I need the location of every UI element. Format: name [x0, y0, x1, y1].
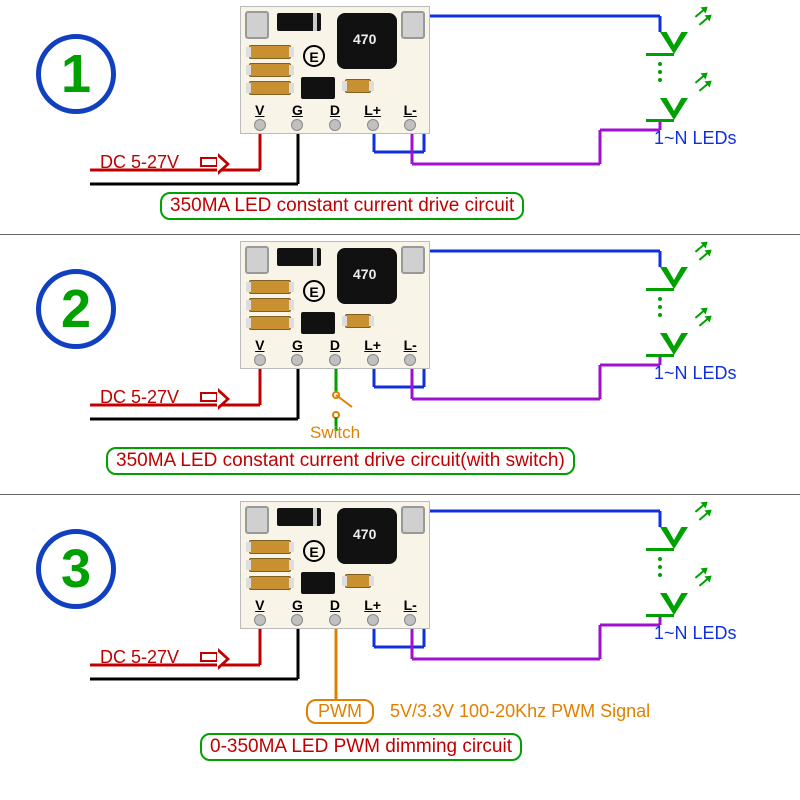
pwm-signal-label: 5V/3.3V 100-20Khz PWM Signal [390, 701, 650, 722]
led-series-dots [658, 557, 662, 581]
pin-label: G [292, 102, 303, 118]
pcb-module: 470 E V G D L+ L- [240, 6, 430, 134]
pcb-pin: V [254, 354, 266, 366]
dc-arrow-icon [200, 392, 218, 402]
pcb-pin: G [291, 354, 303, 366]
leds-count-label: 1~N LEDs [654, 128, 737, 149]
panel-caption: 0-350MA LED PWM dimming circuit [200, 733, 522, 761]
dc-input-label: DC 5-27V [100, 387, 179, 408]
led-series-dots [658, 62, 662, 86]
pcb-pin: L- [404, 119, 416, 131]
dc-arrow-icon [200, 652, 218, 662]
leds-count-label: 1~N LEDs [654, 363, 737, 384]
pcb-pin: G [291, 119, 303, 131]
pin-label: V [255, 597, 264, 613]
led-series-dots [658, 297, 662, 321]
inductor-marking: 470 [353, 526, 376, 542]
e-mark: E [303, 540, 325, 562]
inductor-marking: 470 [353, 266, 376, 282]
led-symbol [660, 267, 688, 289]
pcb-module: 470 E V G D L+ L- [240, 501, 430, 629]
e-mark: E [303, 45, 325, 67]
led-symbol [660, 527, 688, 549]
leds-count-label: 1~N LEDs [654, 623, 737, 644]
pin-label: D [330, 102, 340, 118]
pin-label: G [292, 337, 303, 353]
pin-label: V [255, 337, 264, 353]
pcb-pin: L- [404, 354, 416, 366]
pin-label: G [292, 597, 303, 613]
pin-label: L- [404, 102, 417, 118]
led-symbol [660, 98, 688, 120]
pin-label: V [255, 102, 264, 118]
pcb-pin: L+ [367, 354, 379, 366]
pin-label: L- [404, 597, 417, 613]
pcb-module: 470 E V G D L+ L- [240, 241, 430, 369]
pcb-pin: L- [404, 614, 416, 626]
pin-label: L+ [364, 102, 381, 118]
panel-caption: 350MA LED constant current drive circuit… [106, 447, 575, 475]
panel-number: 1 [36, 34, 116, 114]
panel-caption: 350MA LED constant current drive circuit [160, 192, 524, 220]
circuit-panel: 1 470 E V G D L+ L- DC 5-27V 1~N LEDs 350MA … [0, 0, 800, 235]
switch-label: Switch [310, 423, 360, 443]
e-mark: E [303, 280, 325, 302]
circuit-panel: 2 470 E V G D L+ L- DC 5-27V 1~N LEDs Switch… [0, 235, 800, 495]
pcb-pin: V [254, 614, 266, 626]
circuit-panel: 3 470 E V G D L+ L- DC 5-27V 1~N LEDs PWM 5V… [0, 495, 800, 800]
panel-number: 3 [36, 529, 116, 609]
inductor-marking: 470 [353, 31, 376, 47]
led-symbol [660, 32, 688, 54]
pcb-pin: L+ [367, 614, 379, 626]
pcb-pin: D [329, 614, 341, 626]
pin-label: D [330, 597, 340, 613]
pcb-pin: G [291, 614, 303, 626]
pcb-pin: L+ [367, 119, 379, 131]
led-symbol [660, 333, 688, 355]
pcb-pin: D [329, 354, 341, 366]
pin-label: D [330, 337, 340, 353]
pin-label: L- [404, 337, 417, 353]
led-symbol [660, 593, 688, 615]
pcb-pin: V [254, 119, 266, 131]
pcb-pin: D [329, 119, 341, 131]
pin-label: L+ [364, 597, 381, 613]
pwm-box: PWM [306, 699, 374, 724]
panel-number: 2 [36, 269, 116, 349]
dc-input-label: DC 5-27V [100, 152, 179, 173]
dc-arrow-icon [200, 157, 218, 167]
dc-input-label: DC 5-27V [100, 647, 179, 668]
pin-label: L+ [364, 337, 381, 353]
